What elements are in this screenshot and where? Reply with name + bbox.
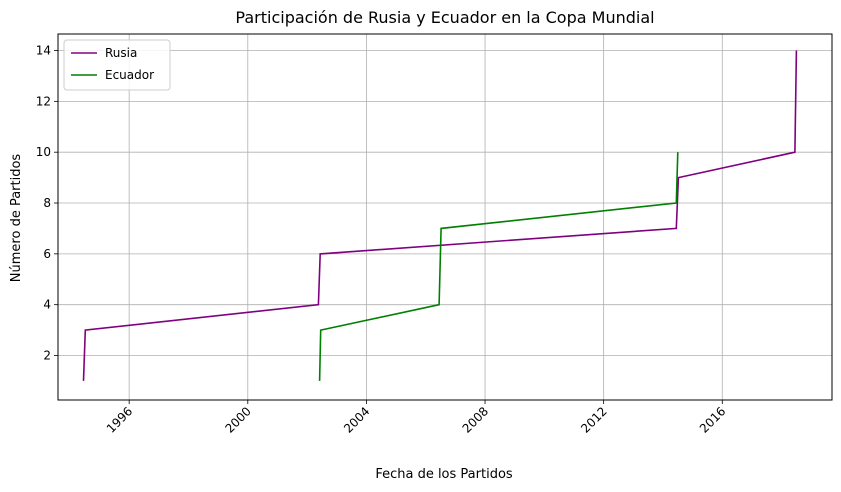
series-line-rusia <box>82 50 798 381</box>
series-line-ecuador <box>318 152 679 381</box>
y-tick-label: 12 <box>36 94 51 108</box>
y-tick-label: 6 <box>43 247 51 261</box>
y-tick-label: 4 <box>43 298 51 312</box>
y-tick-label: 2 <box>43 349 51 363</box>
grid <box>58 34 832 400</box>
chart-title: Participación de Rusia y Ecuador en la C… <box>235 8 654 27</box>
y-tick-label: 8 <box>43 196 51 210</box>
plot-frame <box>57 33 833 401</box>
y-tick-label: 10 <box>36 145 51 159</box>
legend-label: Ecuador <box>105 68 154 82</box>
x-axis-label: Fecha de los Partidos <box>375 467 513 482</box>
y-axis-label: Número de Partidos <box>9 154 24 283</box>
y-tick-label: 14 <box>36 44 51 58</box>
y-axis: 2 4 6 8 10 12 14 <box>36 44 58 363</box>
series-layer <box>82 50 798 381</box>
legend-label: Rusia <box>105 46 137 60</box>
legend: Rusia Ecuador <box>63 39 171 91</box>
